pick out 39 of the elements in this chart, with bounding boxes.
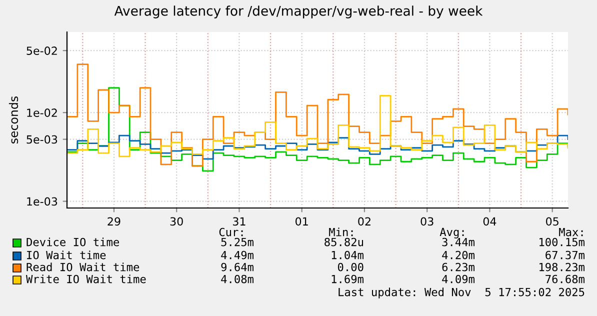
text: Cur:	[219, 228, 243, 236]
x-tick-label: 04	[483, 217, 496, 226]
text: 4.09m	[442, 274, 474, 284]
y-tick-label: 5e-03	[26, 135, 58, 144]
x-tick-label: 05	[546, 217, 558, 226]
legend-label: Read IO Wait time	[26, 262, 140, 272]
y-tick-label: 5e-02	[26, 46, 57, 55]
text: 6.23m	[442, 262, 474, 272]
legend-label: IO Wait time	[27, 250, 106, 260]
text: 4.20m	[442, 250, 474, 260]
text: Last update: Wed Nov 5 17:55:02 2025	[338, 288, 584, 298]
text: 76.68m	[546, 274, 584, 284]
chart-title: Average latency for /dev/mapper/vg-web-real - by week	[114, 6, 483, 18]
x-tick-label: 03	[420, 217, 434, 226]
text: 198.23m	[540, 262, 584, 272]
text: 9.64m	[221, 262, 254, 272]
text: Avg:	[440, 228, 464, 238]
legend-label: Write IO Wait time	[26, 274, 146, 284]
text: 5.25m	[221, 238, 254, 246]
y-tick-label: 1e-02	[27, 108, 57, 117]
text: 1.69m	[332, 274, 364, 284]
text: 4.49m	[221, 250, 254, 260]
x-tick-label: 01	[296, 217, 308, 226]
x-tick-label: 29	[108, 217, 120, 226]
text: 1.04m	[332, 250, 364, 260]
text: Min:	[329, 228, 353, 236]
x-tick-label: 02	[358, 217, 370, 226]
text: 67.37m	[546, 250, 584, 260]
text: 100.15m	[540, 238, 584, 246]
x-tick-label: 31	[232, 217, 246, 226]
text: 4.08m	[221, 274, 254, 284]
legend-label: Device IO time	[26, 238, 119, 246]
text: 85.82u	[324, 238, 364, 246]
text: Max:	[559, 228, 583, 236]
x-tick-label: 30	[170, 217, 183, 226]
y-axis-title: seconds	[8, 96, 18, 144]
text: 0.00	[338, 262, 364, 272]
text: 3.44m	[442, 238, 474, 246]
y-tick-label: 1e-03	[27, 197, 58, 206]
